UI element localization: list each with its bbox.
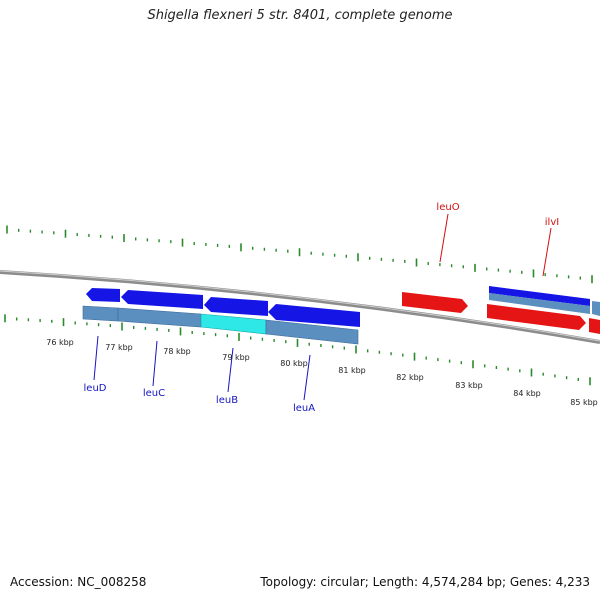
gene-label-leuO[interactable]: leuO xyxy=(436,202,459,213)
gene-labels: leuD leuC leuB leuA leuO ilvI xyxy=(84,202,560,414)
page-title: Shigella flexneri 5 str. 8401, complete … xyxy=(147,8,453,23)
gene-leuC[interactable] xyxy=(121,290,203,309)
kbp-label: 84 kbp xyxy=(513,389,541,398)
kbp-labels: 76 kbp 77 kbp 78 kbp 79 kbp 80 kbp 81 kb… xyxy=(46,338,598,407)
forward-gene-track xyxy=(402,286,600,334)
gene-leuD[interactable] xyxy=(86,288,120,302)
upper-tick-track xyxy=(6,225,593,284)
label-leaders xyxy=(93,213,552,401)
kbp-label: 85 kbp xyxy=(570,398,598,407)
cds-leuD[interactable] xyxy=(82,305,119,322)
kbp-label: 78 kbp xyxy=(163,347,191,356)
cds-leuA[interactable] xyxy=(265,319,359,345)
gene-label-leuC[interactable]: leuC xyxy=(143,388,165,399)
gene-ilvI-cds[interactable] xyxy=(489,293,590,314)
genome-stats-text: Topology: circular; Length: 4,574,284 bp… xyxy=(260,575,590,589)
reverse-cds-track xyxy=(82,305,359,345)
kbp-label: 81 kbp xyxy=(338,366,366,375)
reverse-gene-track xyxy=(86,288,360,327)
gene-ilvH-partial[interactable] xyxy=(589,318,600,334)
genome-backbone-highlight xyxy=(0,270,600,342)
kbp-label: 76 kbp xyxy=(46,338,74,347)
gene-leuB[interactable] xyxy=(204,297,268,316)
kbp-label: 80 kbp xyxy=(280,359,308,368)
kbp-label: 77 kbp xyxy=(105,343,133,352)
cds-leuC[interactable] xyxy=(117,307,202,328)
gene-ilvI[interactable] xyxy=(487,304,586,330)
gene-label-leuD[interactable]: leuD xyxy=(84,383,107,394)
gene-label-ilvI[interactable]: ilvI xyxy=(545,217,559,228)
cds-leuB-highlight[interactable] xyxy=(200,313,267,335)
kbp-label: 82 kbp xyxy=(396,373,424,382)
gene-ilvI-blue[interactable] xyxy=(489,286,590,306)
gene-label-leuA[interactable]: leuA xyxy=(293,403,315,414)
kbp-label: 83 kbp xyxy=(455,381,483,390)
kbp-label: 79 kbp xyxy=(222,353,250,362)
gene-label-leuB[interactable]: leuB xyxy=(216,395,238,406)
accession-text: Accession: NC_008258 xyxy=(10,575,147,589)
cds-partial[interactable] xyxy=(592,301,600,316)
genome-backbone xyxy=(0,270,600,344)
gene-leuO[interactable] xyxy=(402,292,468,313)
lower-tick-track xyxy=(4,314,591,386)
gene-leuA[interactable] xyxy=(268,304,360,327)
